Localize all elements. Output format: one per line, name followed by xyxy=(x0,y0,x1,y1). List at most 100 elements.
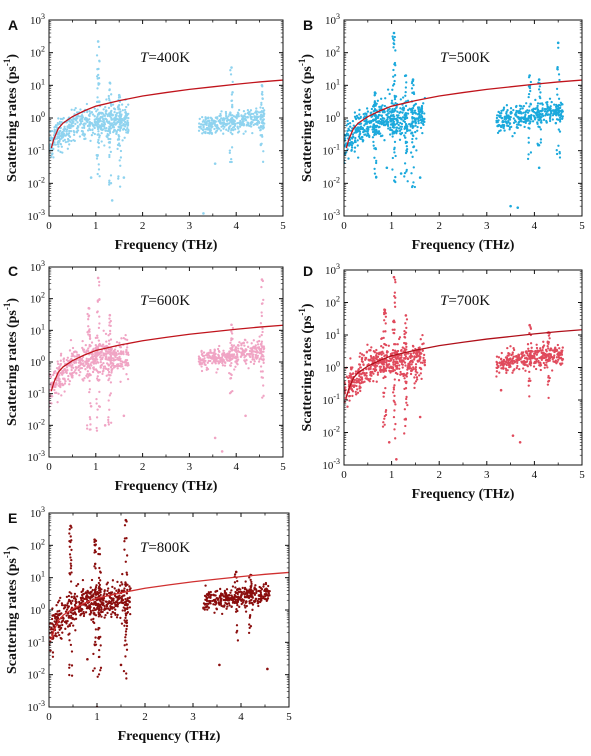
data-point-1028 xyxy=(529,89,532,93)
data-point-532 xyxy=(391,135,394,138)
data-point-543 xyxy=(393,148,396,151)
data-point-356 xyxy=(369,358,372,361)
data-point-251 xyxy=(404,122,408,126)
data-point-571 xyxy=(86,372,89,376)
data-point-700 xyxy=(219,112,222,116)
data-point-1037 xyxy=(527,136,530,140)
data-point-463 xyxy=(79,605,82,609)
data-point-781 xyxy=(262,113,265,116)
data-point-842 xyxy=(539,347,542,350)
data-point-361 xyxy=(420,105,424,108)
data-point-412 xyxy=(382,352,385,355)
data-point-138 xyxy=(54,617,57,620)
data-point-598 xyxy=(97,626,100,630)
data-point-991 xyxy=(546,359,550,363)
data-point-712 xyxy=(232,344,236,347)
data-point-549 xyxy=(95,397,98,401)
data-point-642 xyxy=(373,125,377,128)
data-point-503 xyxy=(114,122,117,125)
data-point-6 xyxy=(124,125,127,128)
data-point-401 xyxy=(116,580,119,584)
data-point-551 xyxy=(96,154,99,158)
data-point-509 xyxy=(389,359,392,362)
data-point-778 xyxy=(534,349,537,353)
data-point-927 xyxy=(214,356,217,359)
data-point-473 xyxy=(391,88,394,91)
data-point-251 xyxy=(114,603,117,606)
data-point-218 xyxy=(66,602,69,605)
data-point-481 xyxy=(122,127,126,131)
data-point-887 xyxy=(232,354,235,357)
data-point-570 xyxy=(384,375,387,379)
x-tick-label: 4 xyxy=(233,220,239,232)
data-point-972 xyxy=(262,384,265,387)
data-point-433 xyxy=(382,365,385,368)
data-point-460 xyxy=(66,356,69,359)
data-point-1005 xyxy=(202,212,205,215)
data-point-599 xyxy=(412,120,415,123)
data-point-418 xyxy=(57,140,61,144)
data-point-254 xyxy=(386,124,390,128)
data-point-310 xyxy=(360,358,364,361)
data-point-521 xyxy=(68,532,71,535)
data-point-954 xyxy=(210,351,213,354)
data-point-524 xyxy=(393,378,396,381)
fit-curve xyxy=(345,79,582,149)
data-point-752 xyxy=(228,126,231,129)
data-point-348 xyxy=(388,92,391,96)
data-point-719 xyxy=(200,127,203,130)
data-point-593 xyxy=(107,373,110,376)
data-point-478 xyxy=(83,350,86,354)
data-point-518 xyxy=(414,121,417,125)
data-point-606 xyxy=(403,353,407,356)
data-point-309 xyxy=(392,360,395,363)
data-point-321 xyxy=(125,349,128,353)
data-point-588 xyxy=(88,416,92,419)
data-point-224 xyxy=(359,125,363,128)
data-point-347 xyxy=(126,377,130,381)
data-point-598 xyxy=(109,319,112,323)
data-point-514 xyxy=(88,345,91,348)
data-point-525 xyxy=(392,46,395,49)
data-point-910 xyxy=(542,353,545,356)
data-point-558 xyxy=(383,319,386,322)
data-point-971 xyxy=(261,354,264,357)
data-point-493 xyxy=(65,358,68,362)
data-point-336 xyxy=(371,370,374,374)
data-point-829 xyxy=(538,356,541,360)
data-point-852 xyxy=(557,114,560,117)
data-point-732 xyxy=(499,358,503,361)
data-point-15 xyxy=(60,602,64,605)
data-point-151 xyxy=(386,88,390,91)
data-point-658 xyxy=(125,677,128,680)
data-point-574 xyxy=(383,369,386,372)
data-point-627 xyxy=(110,199,114,202)
data-point-386 xyxy=(375,364,379,368)
data-point-838 xyxy=(537,359,540,363)
data-point-611 xyxy=(109,362,113,365)
data-point-625 xyxy=(89,176,93,179)
data-point-980 xyxy=(540,102,544,105)
panel-d: 0 1 2 3 4 510-310-210-1100101102103Frequency … xyxy=(297,262,585,502)
data-point-895 xyxy=(206,117,209,120)
data-point-937 xyxy=(502,123,506,127)
data-point-912 xyxy=(520,116,523,119)
data-point-407 xyxy=(110,591,114,594)
data-point-953 xyxy=(201,123,204,126)
data-point-491 xyxy=(391,132,394,135)
data-point-966 xyxy=(529,349,532,353)
data-point-543 xyxy=(97,45,101,49)
data-point-47 xyxy=(419,372,422,375)
data-point-623 xyxy=(99,666,103,669)
data-point-484 xyxy=(104,367,107,370)
data-point-626 xyxy=(387,440,391,444)
data-point-198 xyxy=(118,355,121,358)
data-point-517 xyxy=(94,357,98,360)
data-point-543 xyxy=(96,375,99,378)
data-point-952 xyxy=(228,350,232,353)
data-point-473 xyxy=(124,597,127,601)
data-point-119 xyxy=(69,339,73,342)
data-point-892 xyxy=(508,118,512,121)
data-point-504 xyxy=(420,121,423,124)
data-point-567 xyxy=(108,140,111,144)
